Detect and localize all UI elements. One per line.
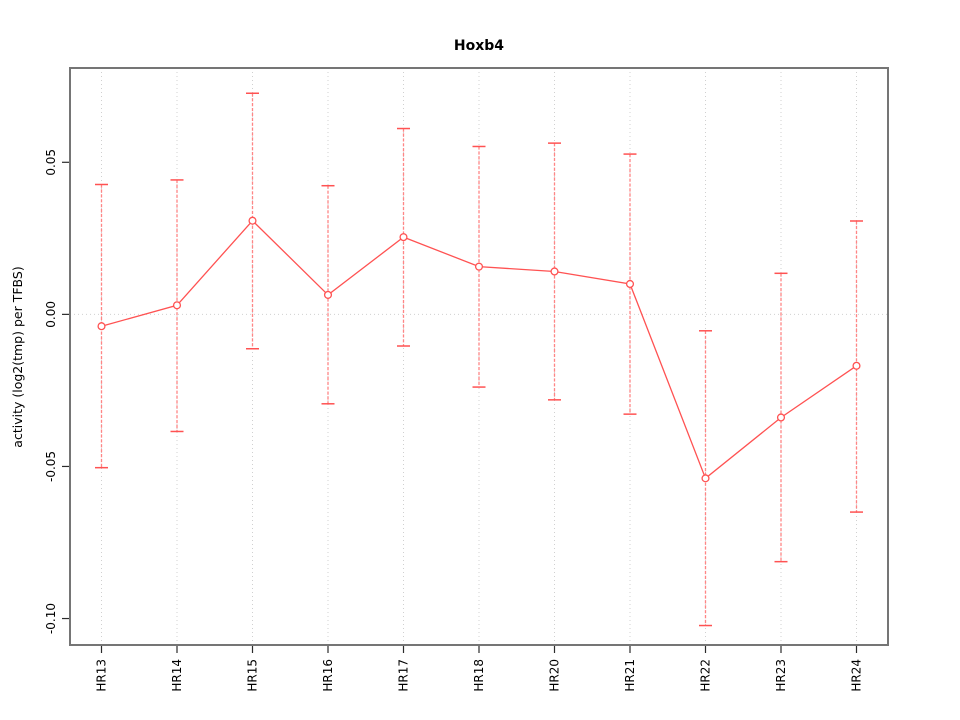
data-point bbox=[776, 413, 786, 422]
x-tick-label: HR14 bbox=[170, 659, 184, 692]
data-point bbox=[323, 290, 333, 299]
x-tick-label: HR15 bbox=[246, 659, 260, 692]
data-point bbox=[852, 361, 861, 370]
data-point bbox=[399, 233, 408, 242]
data-layer bbox=[95, 92, 863, 627]
x-tick-label: HR16 bbox=[321, 659, 335, 692]
data-point bbox=[550, 267, 559, 276]
y-axis-label: activity (log2(tmp) per TFBS) bbox=[10, 266, 25, 447]
data-point bbox=[625, 279, 635, 289]
y-tick-label: -0.05 bbox=[44, 451, 58, 482]
data-point bbox=[701, 474, 710, 483]
data-point bbox=[248, 216, 257, 225]
data-point bbox=[172, 301, 182, 310]
plot-border bbox=[69, 67, 889, 646]
chart-title: Hoxb4 bbox=[454, 38, 504, 54]
x-tick-label: HR22 bbox=[699, 659, 713, 692]
axes-layer: HR13 HR14 HR15 HR16 HR17 HR18 HR20 HR21 HR22 HR23… bbox=[44, 67, 889, 692]
y-tick-label: 0.00 bbox=[44, 301, 58, 328]
x-tick-label: HR13 bbox=[95, 659, 109, 692]
y-tick-label: 0.05 bbox=[44, 149, 58, 176]
x-tick-label: HR21 bbox=[623, 659, 637, 692]
y-tick-label: -0.10 bbox=[44, 603, 58, 634]
data-point bbox=[474, 262, 484, 271]
x-tick-label: HR20 bbox=[548, 659, 562, 692]
x-tick-label: HR18 bbox=[472, 659, 486, 692]
data-point bbox=[97, 322, 106, 331]
x-tick-label: HR23 bbox=[774, 659, 788, 692]
x-tick-label: HR24 bbox=[850, 659, 864, 692]
x-tick-label: HR17 bbox=[397, 659, 411, 692]
